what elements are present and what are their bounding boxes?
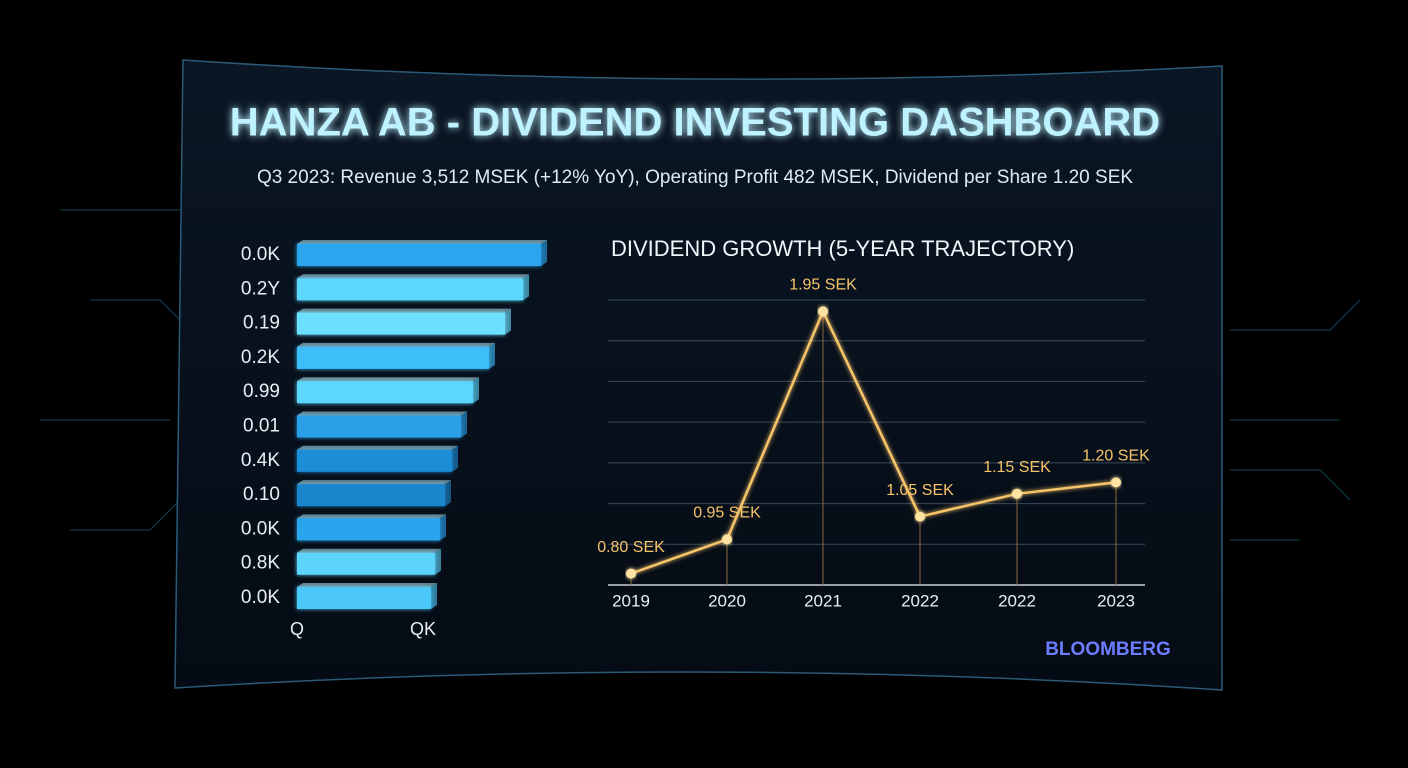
data-label: 1.15 SEK bbox=[983, 459, 1051, 476]
bar bbox=[297, 415, 461, 438]
bar-top bbox=[297, 445, 458, 450]
bar-side bbox=[541, 240, 547, 266]
point bbox=[626, 568, 636, 579]
x-tick-label: 2022 bbox=[901, 591, 939, 610]
bar bbox=[297, 587, 431, 609]
point bbox=[1111, 477, 1121, 488]
bar-top bbox=[297, 377, 479, 382]
y-tick-label: 0.0K bbox=[241, 587, 280, 608]
y-tick-label: 0.8K bbox=[241, 553, 280, 574]
bar-side bbox=[431, 583, 437, 609]
y-tick-label: 0.2Y bbox=[241, 278, 280, 299]
bar-top bbox=[297, 411, 467, 416]
x-tick-label: 2020 bbox=[708, 591, 746, 610]
point bbox=[915, 511, 925, 522]
bar-side bbox=[445, 480, 451, 507]
data-label: 0.95 SEK bbox=[693, 505, 761, 522]
bar-top bbox=[297, 240, 547, 244]
circuit-deco bbox=[40, 209, 1361, 541]
bar-top bbox=[297, 548, 441, 553]
bar bbox=[297, 484, 445, 507]
data-label: 1.05 SEK bbox=[886, 482, 954, 499]
x-tick-label: 2019 bbox=[612, 591, 650, 610]
y-tick-label: 0.19 bbox=[243, 313, 280, 334]
bar-top bbox=[297, 308, 511, 313]
bar-top bbox=[297, 514, 446, 519]
bar-side bbox=[452, 445, 458, 472]
bar-side bbox=[440, 514, 446, 541]
bar-top bbox=[297, 274, 529, 279]
bar-side bbox=[505, 308, 511, 335]
data-label: 0.80 SEK bbox=[597, 539, 665, 556]
point bbox=[1012, 488, 1022, 499]
point bbox=[818, 306, 828, 317]
data-label: 1.95 SEK bbox=[789, 277, 857, 294]
bar-side bbox=[523, 274, 529, 301]
bar bbox=[297, 312, 505, 335]
subtitle: Q3 2023: Revenue 3,512 MSEK (+12% YoY), … bbox=[257, 167, 1133, 188]
data-label: 1.20 SEK bbox=[1082, 448, 1150, 465]
bar bbox=[297, 278, 523, 301]
y-tick-label: 0.01 bbox=[243, 416, 280, 437]
bar-side bbox=[489, 342, 495, 369]
y-tick-label: 0.4K bbox=[241, 450, 280, 471]
bar-side bbox=[473, 377, 479, 404]
x-tick-label: 2022 bbox=[998, 591, 1036, 610]
title: HANZA AB - DIVIDEND INVESTING DASHBOARD bbox=[230, 101, 1160, 145]
x-tick-label: 2021 bbox=[804, 591, 842, 610]
bar-top bbox=[297, 342, 495, 347]
line-chart-title: DIVIDEND GROWTH (5-YEAR TRAJECTORY) bbox=[611, 236, 1074, 261]
brand: BLOOMBERG bbox=[1045, 639, 1171, 660]
x-tick-label: 2023 bbox=[1097, 591, 1135, 610]
x-tick-label: QK bbox=[410, 619, 436, 639]
y-tick-label: 0.2K bbox=[241, 347, 280, 368]
bar-side bbox=[461, 411, 467, 438]
y-tick-label: 0.99 bbox=[243, 381, 280, 402]
bar bbox=[297, 449, 452, 472]
point bbox=[722, 534, 732, 545]
bar bbox=[297, 381, 473, 404]
bar bbox=[297, 552, 435, 575]
line bbox=[630, 308, 1117, 575]
bar bbox=[297, 346, 489, 369]
y-tick-label: 0.0K bbox=[241, 518, 280, 539]
bar-side bbox=[435, 548, 441, 575]
bar bbox=[297, 244, 541, 266]
x-tick-label: Q bbox=[290, 619, 304, 639]
bar-top bbox=[297, 480, 451, 485]
bar bbox=[297, 518, 440, 541]
y-tick-label: 0.10 bbox=[243, 484, 280, 505]
y-tick-label: 0.0K bbox=[241, 244, 280, 265]
bar-top bbox=[297, 583, 437, 587]
